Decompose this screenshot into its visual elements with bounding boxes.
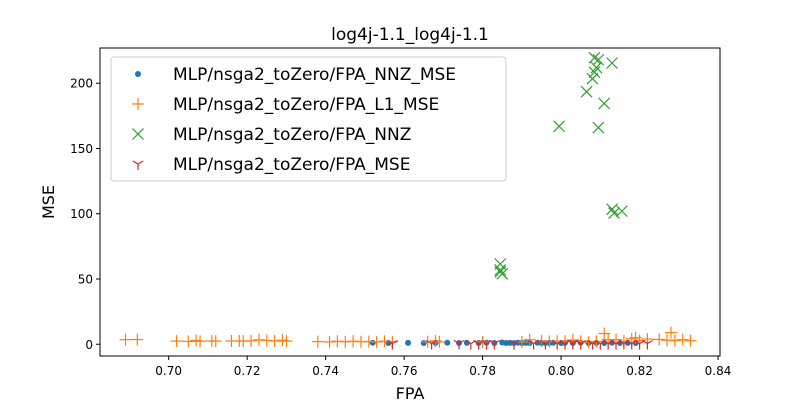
chart-title: log4j-1.1_log4j-1.1 [331, 25, 489, 45]
data-point [119, 333, 132, 346]
data-point [488, 339, 500, 350]
legend: MLP/nsga2_toZero/FPA_NNZ_MSE MLP/nsga2_to… [110, 56, 507, 182]
data-point [580, 85, 593, 98]
data-point [609, 339, 616, 346]
data-point [311, 335, 324, 348]
y-tick-label: 200 [70, 77, 93, 91]
data-point [483, 339, 490, 346]
data-point [606, 57, 619, 69]
data-point [582, 336, 595, 349]
legend-label: MLP/nsga2_toZero/FPA_NNZ_MSE [173, 65, 456, 85]
data-point [405, 339, 412, 346]
data-point [444, 339, 451, 346]
data-point [209, 335, 222, 348]
data-point [523, 333, 536, 346]
data-point [592, 53, 605, 66]
data-point [453, 339, 465, 350]
data-point [608, 207, 620, 220]
x-tick-label: 0.72 [234, 364, 261, 378]
series-4 [386, 339, 653, 350]
x-tick-label: 0.76 [391, 364, 418, 378]
x-tick-label: 0.80 [548, 364, 575, 378]
data-point [323, 335, 336, 348]
data-point [684, 334, 697, 347]
data-point [476, 336, 489, 349]
legend-marker [132, 128, 144, 140]
data-point [182, 335, 195, 348]
legend-marker [135, 71, 141, 77]
data-point [194, 335, 207, 348]
y-axis-title: MSE [39, 185, 58, 219]
y-tick-label: 0 [85, 338, 93, 352]
x-axis-title: FPA [396, 384, 425, 400]
x-tick-label: 0.84 [705, 364, 732, 378]
data-point [528, 339, 540, 350]
data-marks [119, 51, 697, 350]
legend-label: MLP/nsga2_toZero/FPA_L1_MSE [173, 95, 439, 115]
data-point [268, 334, 281, 347]
data-point [598, 327, 611, 340]
data-point [539, 339, 551, 350]
axes: 0.70 0.72 0.74 0.76 0.78 0.80 0.82 0.84 0 50 100 15… [70, 77, 731, 378]
data-point [676, 333, 689, 346]
data-point [606, 203, 619, 216]
data-point [553, 120, 566, 133]
data-point [420, 339, 427, 346]
data-point [426, 339, 438, 350]
legend-item: MLP/nsga2_toZero/FPA_L1_MSE [132, 95, 439, 115]
y-tick-label: 150 [70, 142, 93, 156]
data-point [245, 334, 258, 347]
data-point [370, 335, 383, 348]
series-3 [494, 51, 628, 280]
data-point [588, 51, 601, 64]
y-tick-label: 100 [70, 207, 93, 221]
data-point [588, 66, 601, 79]
data-point [508, 340, 520, 350]
data-point [641, 339, 653, 350]
data-point [496, 267, 509, 280]
data-point [386, 339, 398, 350]
data-point [653, 333, 666, 346]
y-tick-label: 50 [78, 273, 93, 287]
legend-label: MLP/nsga2_toZero/FPA_NNZ [173, 125, 411, 145]
legend-item: MLP/nsga2_toZero/FPA_MSE [132, 155, 410, 175]
data-point [463, 339, 470, 346]
data-point [592, 121, 605, 134]
data-point [369, 339, 376, 346]
x-tick-label: 0.74 [312, 364, 339, 378]
legend-item: MLP/nsga2_toZero/FPA_NNZ [132, 125, 411, 145]
legend-label: MLP/nsga2_toZero/FPA_MSE [173, 155, 410, 175]
data-point [170, 335, 183, 348]
data-point [494, 263, 507, 276]
data-point [280, 335, 293, 348]
data-point [668, 334, 681, 347]
legend-box [110, 56, 507, 182]
x-tick-label: 0.82 [626, 364, 653, 378]
data-point [664, 326, 677, 339]
data-point [575, 339, 587, 350]
legend-item: MLP/nsga2_toZero/FPA_NNZ_MSE [135, 65, 456, 85]
x-tick-label: 0.70 [155, 364, 182, 378]
legend-marker [132, 160, 144, 170]
data-point [598, 97, 611, 110]
legend-marker [132, 98, 144, 110]
plot-frame [99, 47, 721, 357]
data-point [131, 333, 144, 346]
data-point [615, 205, 628, 218]
data-point [586, 72, 599, 85]
data-point [260, 334, 273, 347]
x-tick-label: 0.78 [469, 364, 496, 378]
